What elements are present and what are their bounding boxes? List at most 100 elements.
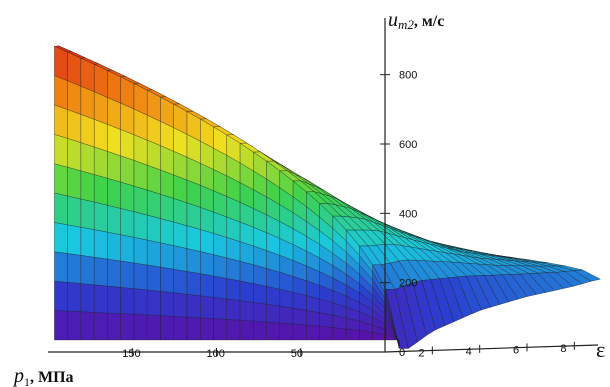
surface-front-patch (306, 310, 320, 327)
surface-front-patch (266, 321, 281, 341)
surface-front-patch (93, 229, 108, 260)
surface-front-patch (173, 292, 188, 318)
surface-front-patch (146, 314, 161, 341)
surface-front-patch (80, 170, 95, 203)
eps-tick-label: 2 (418, 347, 424, 359)
surface-front-patch (93, 119, 108, 152)
surface-front-patch (107, 124, 121, 157)
surface-front-patch (93, 284, 108, 314)
surface-front-patch (173, 221, 188, 249)
p1-tick-label: 100 (207, 348, 225, 360)
surface-front-patch (146, 139, 161, 171)
surface-front-patch (239, 241, 254, 266)
surface-front-patch (213, 318, 228, 341)
p1-axis-label: p1, МПа (12, 365, 74, 387)
surface-front-patch (93, 91, 108, 125)
surface-front-patch (54, 222, 68, 254)
surface-front-patch (93, 146, 108, 179)
surface-front-patch (253, 302, 267, 323)
surface-front-patch (107, 285, 121, 314)
surface-front-patch (226, 257, 241, 282)
surface-front-patch (173, 269, 188, 295)
surface-front-patch (80, 114, 95, 148)
surface-front-patch (120, 260, 135, 289)
surface-front-patch (186, 294, 201, 319)
surface-front-patch (93, 201, 108, 233)
z-tick-label: 600 (399, 139, 417, 151)
p1-tick-label: 50 (291, 348, 303, 360)
surface-front-patch (213, 297, 228, 320)
z-tick-label: 400 (399, 208, 417, 220)
surface-front-patch (359, 330, 373, 341)
surface-front-patch (279, 305, 294, 325)
surface-front-patch (80, 255, 95, 286)
p1-tick-label: 150 (122, 348, 140, 360)
surface-front-patch (120, 129, 135, 161)
surface-front-patch (226, 278, 241, 301)
surface-front-patch (133, 237, 148, 266)
surface-front-patch (266, 286, 281, 307)
surface-front-patch (107, 177, 121, 209)
surface-front-patch (186, 225, 201, 252)
surface-front-patch (173, 316, 188, 341)
surface-front-patch (67, 80, 82, 115)
surface-front-patch (146, 189, 161, 219)
surface-front-patch (67, 138, 82, 172)
tick-marks: 0 200 400 600 800 150 100 50 2 4 6 8 (122, 70, 575, 360)
surface-front-patch (239, 280, 254, 303)
surface-front-patch (80, 57, 95, 93)
surface-front-patch (107, 205, 121, 236)
surface-front-patch (213, 275, 228, 300)
surface-front-patch (319, 312, 334, 328)
surface-front-patch (385, 334, 400, 342)
surface-front-patch (120, 181, 135, 212)
surface-front-patch (292, 323, 307, 341)
surface-front-patch (279, 322, 294, 341)
surface-front-patch (292, 292, 307, 311)
surface-front-patch (80, 227, 95, 258)
surface-front-patch (306, 324, 320, 341)
surface-front-patch (292, 307, 307, 326)
surface-front-patch (120, 234, 135, 264)
surface-front-patch (133, 211, 148, 241)
surface-front-patch (146, 214, 161, 244)
surface-front-patch (120, 287, 135, 315)
eps-tick-label: 6 (513, 344, 519, 356)
surface-front-patch (80, 311, 95, 341)
surface-front-patch (54, 45, 68, 82)
surface-front-patch (67, 109, 82, 144)
eps-tick-label: 8 (560, 343, 566, 355)
surface-front-patch (133, 262, 148, 291)
surface-front-patch (67, 167, 82, 200)
surface-front-patch (133, 185, 148, 216)
surface-front-patch (173, 198, 188, 227)
surface-plot (53, 45, 602, 349)
surface-front-patch (67, 253, 82, 284)
surface-front-patch (200, 207, 214, 234)
surface-front-patch (80, 85, 95, 120)
surface-front-patch (54, 192, 68, 226)
surface-front-patch (107, 258, 121, 288)
surface-front-patch (67, 282, 82, 313)
surface-front-patch (213, 233, 228, 259)
surface-front-patch (200, 295, 214, 319)
surface-front-patch (93, 257, 108, 287)
surface-front-patch (345, 328, 360, 341)
surface-front-patch (160, 315, 174, 341)
surface-front-patch (120, 208, 135, 238)
surface-front-patch (120, 155, 135, 187)
surface-front-patch (146, 289, 161, 316)
surface-front-patch (332, 327, 347, 341)
surface-front-patch (54, 134, 68, 168)
z-tick-label: 800 (399, 70, 417, 82)
surface-front-patch (133, 160, 148, 191)
surface-front-patch (253, 283, 267, 305)
eps-axis-label: ε (596, 337, 605, 362)
surface-front-patch (120, 313, 135, 341)
surface-front-patch (173, 245, 188, 272)
surface-front-patch (173, 174, 188, 204)
surface-front-patch (186, 202, 201, 230)
surface-front-patch (160, 291, 174, 317)
surface-front-patch (239, 300, 254, 322)
z-tick-label: 0 (399, 347, 405, 359)
